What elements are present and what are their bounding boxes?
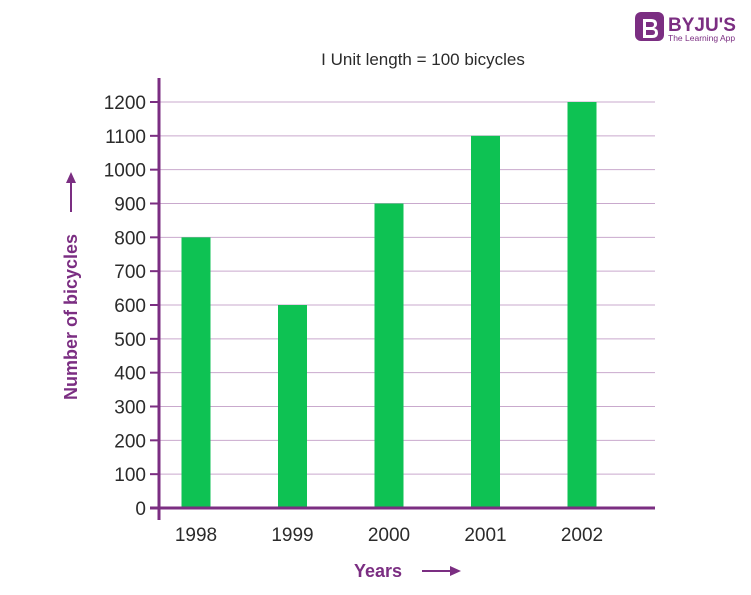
x-axis-arrowhead-icon [450,566,461,576]
bar-1999 [278,305,307,508]
brand-tagline: The Learning App [668,33,735,43]
x-axis-title: Years [354,561,402,581]
y-tick-label: 200 [114,431,146,452]
chart-subtitle: I Unit length = 100 bicycles [321,50,525,69]
x-tick-label: 2001 [464,525,506,546]
bars [181,102,597,509]
bar-2000 [374,203,404,508]
y-tick-label: 600 [114,296,146,317]
y-tick-label: 0 [135,499,146,520]
y-tick-label: 1100 [105,127,146,148]
y-tick-label: 700 [114,262,146,283]
y-tick-label: 800 [114,228,146,249]
x-axis-title-group: Years [354,561,461,581]
y-tick-label: 400 [114,364,146,385]
y-axis-title: Number of bicycles [61,234,81,400]
y-tick-labels: 0 100 200 300 400 500 600 700 800 900 1000 1100 1200 [104,93,159,520]
bar-2002 [567,102,597,508]
x-tick-label: 2002 [561,525,603,546]
y-tick-label: 1200 [104,93,146,114]
b-glyph-icon [643,19,658,38]
y-tick-label: 1000 [104,161,146,182]
brand-name: BYJU'S [668,15,736,36]
y-tick-label: 300 [114,398,146,419]
x-tick-labels: 1998 1999 2000 2001 2002 [175,525,603,546]
y-tick-label: 100 [114,465,146,486]
x-tick-label: 2000 [368,525,410,546]
x-tick-label: 1999 [271,525,313,546]
y-axis-title-group: Number of bicycles [61,172,81,400]
y-tick-label: 500 [114,330,146,351]
x-tick-label: 1998 [175,525,217,546]
y-axis-arrowhead-icon [66,172,76,183]
bar-1998 [181,237,211,509]
bar-2001 [471,135,500,509]
y-tick-label: 900 [114,195,146,216]
byjus-logo: BYJU'S The Learning App [635,12,736,43]
